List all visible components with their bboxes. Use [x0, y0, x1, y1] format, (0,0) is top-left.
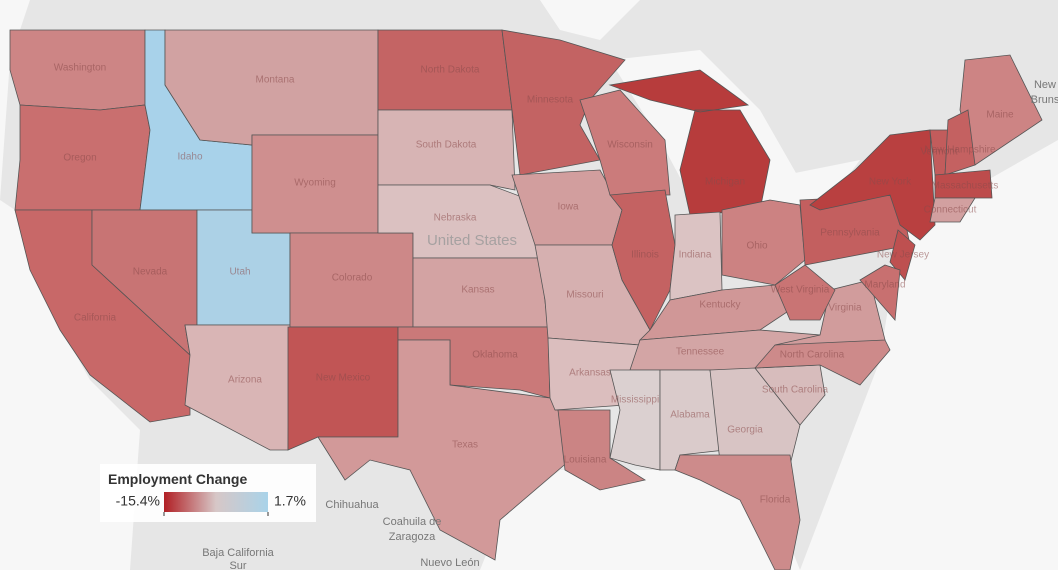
state-label: Georgia — [727, 425, 763, 436]
state-label: New Hampshire — [924, 145, 996, 156]
state-label: Colorado — [332, 273, 373, 284]
state-label: New York — [869, 177, 912, 188]
state-label: New Jersey — [877, 250, 929, 261]
place-label: Bruns — [1031, 94, 1058, 106]
state-label: Kentucky — [699, 300, 740, 311]
place-label: Nuevo León — [420, 557, 479, 569]
country-label: United States — [427, 232, 517, 249]
state — [934, 169, 993, 199]
state-label: New Mexico — [316, 373, 371, 384]
states: Washington Oregon California Idaho Nevada Uta… — [9, 29, 1043, 570]
state — [959, 54, 1043, 166]
legend-title: Employment Change — [108, 471, 247, 487]
state-label: Illinois — [631, 250, 659, 261]
pacific-ocean — [0, 0, 30, 200]
state — [501, 29, 626, 176]
state-label: West Virginia — [771, 285, 830, 296]
state — [555, 409, 647, 491]
state-label: Maine — [986, 110, 1014, 121]
state-label: Washington — [54, 63, 106, 74]
state-label: Louisiana — [564, 455, 607, 466]
place-label: Coahuila de — [383, 516, 442, 528]
state-label: Arkansas — [569, 368, 611, 379]
state — [638, 284, 791, 341]
state-label: Nebraska — [434, 213, 477, 224]
state — [889, 229, 916, 281]
state-label: Virginia — [828, 303, 862, 314]
state-label: Michigan — [705, 177, 745, 188]
state-label: Missouri — [566, 290, 603, 301]
state — [809, 129, 936, 241]
place-label: Chihuahua — [325, 499, 379, 511]
state-label: Minnesota — [527, 95, 574, 106]
state-label: Connecticut — [924, 205, 977, 216]
state-label: North Carolina — [780, 350, 845, 361]
state-label: Pennsylvania — [820, 228, 880, 239]
state — [929, 197, 976, 223]
state-label: Wisconsin — [607, 140, 653, 151]
state — [774, 264, 836, 321]
gulf-of-mexico — [480, 470, 800, 570]
state-label: North Dakota — [421, 65, 480, 76]
place-label: New — [1034, 79, 1056, 91]
state-label: Utah — [229, 267, 250, 278]
state-label: Wyoming — [294, 178, 336, 189]
state-label: California — [74, 313, 117, 324]
state-label: South Dakota — [416, 140, 477, 151]
state-label: Florida — [760, 495, 791, 506]
state — [317, 339, 571, 561]
state — [709, 367, 801, 466]
great-lakes — [760, 160, 860, 215]
place-label: Baja California — [202, 547, 274, 559]
state-label: Texas — [452, 440, 478, 451]
place-labels: United States Chihuahua Coahuila de Zaragoz… — [202, 79, 1058, 570]
state — [859, 264, 901, 321]
legend-max: 1.7% — [274, 493, 306, 509]
legend-min: -15.4% — [116, 493, 160, 509]
water — [540, 0, 640, 40]
state — [287, 326, 399, 451]
state-label: Vermont — [920, 147, 957, 158]
state-label: Tennessee — [676, 347, 725, 358]
state — [674, 454, 801, 570]
state-label: Indiana — [679, 250, 712, 261]
state-label: Ohio — [746, 241, 768, 252]
state-label: Nevada — [133, 267, 168, 278]
state — [579, 89, 671, 196]
state-label: Massachusetts — [932, 181, 999, 192]
state-label: Maryland — [864, 280, 905, 291]
state-label: South Carolina — [762, 385, 829, 396]
atlantic-ocean — [800, 140, 1058, 570]
place-label: Sur — [229, 560, 246, 570]
state-label: Arizona — [228, 375, 262, 386]
state-label: Mississippi — [611, 395, 659, 406]
state — [164, 29, 379, 146]
legend: Employment Change -15.4% 1.7% — [100, 464, 316, 522]
state-label: Kansas — [461, 285, 494, 296]
legend-gradient — [164, 492, 268, 512]
state-label: Oklahoma — [472, 350, 518, 361]
state-label: Alabama — [670, 410, 710, 421]
state — [944, 109, 976, 176]
state — [377, 109, 516, 191]
place-label: Zaragoza — [389, 531, 436, 543]
state-label: Oregon — [63, 153, 96, 164]
state — [774, 279, 886, 346]
state-label: Idaho — [177, 152, 202, 163]
state-label: Montana — [256, 75, 295, 86]
state-label: Iowa — [557, 202, 579, 213]
